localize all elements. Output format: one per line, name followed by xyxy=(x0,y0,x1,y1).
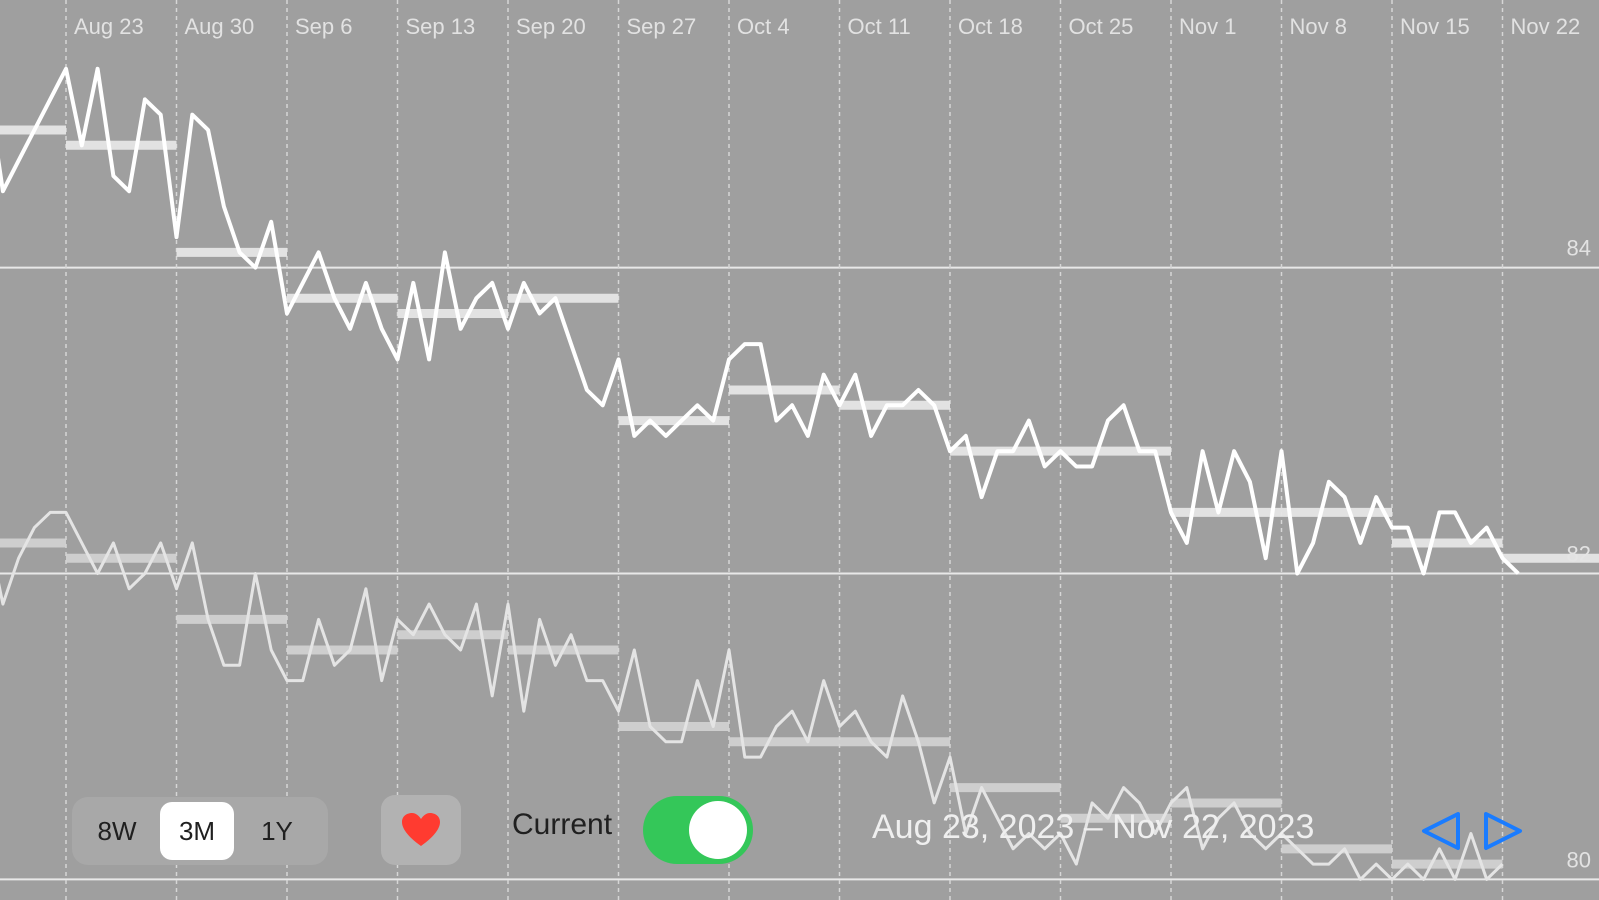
range-segmented-control[interactable]: 8W 3M 1Y xyxy=(72,797,328,865)
x-tick-label: Sep 27 xyxy=(627,14,697,39)
x-tick-label: Aug 23 xyxy=(74,14,144,39)
current-toggle[interactable] xyxy=(643,796,753,864)
y-tick-label: 80 xyxy=(1567,847,1591,872)
x-tick-label: Aug 30 xyxy=(185,14,255,39)
daily-series-line xyxy=(0,66,1520,576)
x-tick-label: Oct 4 xyxy=(737,14,790,39)
x-tick-label: Oct 18 xyxy=(958,14,1023,39)
x-tick-label: Nov 8 xyxy=(1290,14,1347,39)
x-tick-label: Oct 25 xyxy=(1069,14,1134,39)
next-period-button[interactable] xyxy=(1480,808,1526,854)
triangle-left-icon xyxy=(1422,812,1460,850)
triangle-right-icon xyxy=(1484,812,1522,850)
range-option-1y[interactable]: 1Y xyxy=(261,815,293,846)
current-label: Current xyxy=(512,808,613,841)
x-tick-label: Nov 1 xyxy=(1179,14,1236,39)
x-tick-label: Sep 13 xyxy=(406,14,476,39)
vertical-gridlines xyxy=(65,0,1504,900)
previous-period-button[interactable] xyxy=(1418,808,1464,854)
x-tick-label: Nov 15 xyxy=(1400,14,1470,39)
x-tick-label: Sep 6 xyxy=(295,14,353,39)
x-tick-label: Nov 22 xyxy=(1511,14,1581,39)
horizontal-gridlines xyxy=(0,266,1599,881)
series-layer xyxy=(0,66,1599,881)
y-tick-label: 84 xyxy=(1567,236,1591,261)
daily-series-line xyxy=(0,510,1504,881)
toggle-knob xyxy=(689,801,747,859)
range-option-3m[interactable]: 3M xyxy=(160,802,234,860)
heart-button[interactable] xyxy=(381,795,461,865)
x-tick-label: Sep 20 xyxy=(516,14,586,39)
date-range-label: Aug 23, 2023 – Nov 22, 2023 xyxy=(872,808,1315,846)
x-axis-labels: Aug 23 Aug 30 Sep 6 Sep 13 Sep 20 Sep 27 Oct 4… xyxy=(74,14,1580,39)
heart-icon xyxy=(402,813,440,846)
x-tick-label: Oct 11 xyxy=(848,14,911,39)
range-option-8w[interactable]: 8W xyxy=(97,815,137,846)
